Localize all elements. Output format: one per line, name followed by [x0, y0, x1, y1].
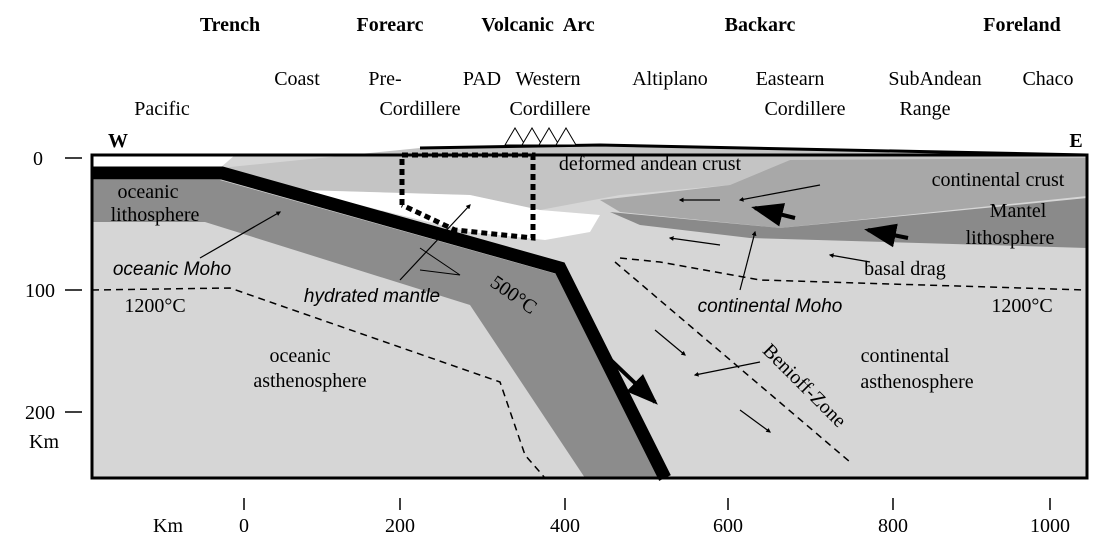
place: Chaco: [1022, 68, 1073, 90]
distance-tick: 1000: [1030, 515, 1070, 537]
place: SubAndean: [888, 68, 981, 90]
distance-unit: Km: [153, 515, 183, 537]
region-label: asthenosphere: [253, 370, 366, 392]
place: Cordillere: [764, 98, 845, 120]
place: Western: [515, 68, 580, 90]
region-label: continental: [861, 345, 950, 367]
compass: W: [108, 130, 128, 152]
place: Cordillere: [379, 98, 460, 120]
zone: Trench: [200, 14, 260, 36]
region-label: Mantel: [990, 200, 1047, 222]
place: Cordillere: [509, 98, 590, 120]
region-label: lithosphere: [111, 204, 200, 226]
region-label: hydrated mantle: [304, 286, 440, 307]
compass: E: [1069, 130, 1082, 152]
region-label: oceanic: [269, 345, 330, 367]
region-label: continental Moho: [698, 296, 843, 317]
depth-tick: 100: [25, 280, 55, 302]
zone: Volcanic Arc: [481, 14, 594, 36]
distance-tick: 200: [385, 515, 415, 537]
region-label: 1200°C: [124, 295, 185, 317]
distance-tick: 600: [713, 515, 743, 537]
region-label: deformed andean crust: [559, 153, 742, 175]
place: Coast: [274, 68, 320, 90]
distance-tick: 0: [239, 515, 249, 537]
depth-tick: 200: [25, 402, 55, 424]
place: Eastearn: [756, 68, 825, 90]
place: Range: [899, 98, 950, 120]
distance-tick: 400: [550, 515, 580, 537]
depth-unit: Km: [29, 431, 59, 453]
region-label: asthenosphere: [860, 371, 973, 393]
place: PAD: [463, 68, 501, 90]
cross-section: Trench Forearc Volcanic Arc Backarc Fore…: [0, 0, 1099, 542]
place: Pre-: [368, 68, 401, 90]
zone: Backarc: [725, 14, 796, 36]
zone: Foreland: [983, 14, 1060, 36]
region-label: oceanic Moho: [113, 259, 231, 280]
region-label: lithosphere: [966, 227, 1055, 249]
region-label: 1200°C: [991, 295, 1052, 317]
region-label: continental crust: [932, 169, 1065, 191]
region-label: basal drag: [864, 258, 946, 280]
zone: Forearc: [356, 14, 423, 36]
depth-tick: 0: [33, 148, 43, 170]
place: Altiplano: [632, 68, 708, 90]
distance-tick: 800: [878, 515, 908, 537]
region-label: oceanic: [117, 181, 178, 203]
place: Pacific: [134, 98, 190, 120]
